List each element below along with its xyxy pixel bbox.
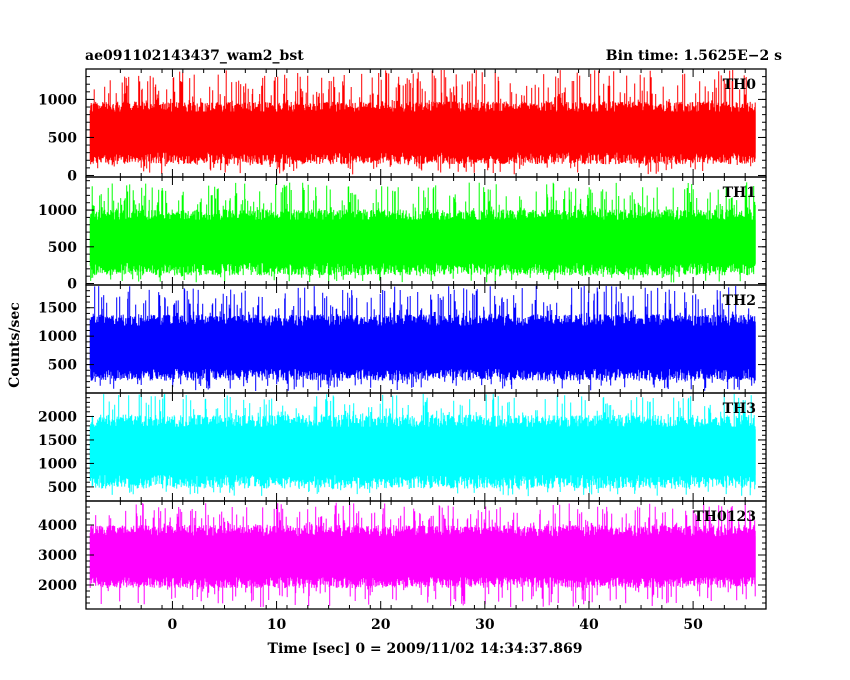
y-tick-label: 1500 [38,301,77,317]
panel-th1: 0 500 1000 TH1 [38,176,767,293]
x-axis-label: Time [sec] 0 = 2009/11/02 14:34:37.869 [268,641,583,657]
y-tick-label: 1000 [38,456,77,472]
panel-label-th1: TH1 [723,185,756,201]
y-tick-label: 2000 [38,409,77,425]
chart-title: ae091102143437_wam2_bst [85,48,304,64]
bin-time-label: Bin time: 1.5625E−2 s [606,48,782,64]
y-tick-label: 4000 [38,518,77,534]
x-tick-label: 50 [683,617,703,633]
y-tick-label: 500 [48,240,77,256]
y-tick-label: 500 [48,358,77,374]
y-tick-label: 1500 [38,433,77,449]
y-axis-label: Counts/sec [7,302,23,388]
y-tick-label: 500 [48,480,77,496]
series-core-th1 [90,219,756,263]
x-tick-label: 10 [267,617,287,633]
y-tick-label: 2000 [38,578,77,594]
panel-th3: 500 1000 1500 2000 TH3 [38,392,767,502]
series-core-th3 [90,426,756,476]
panel-th0123: 2000 3000 4000 TH0123 [38,500,767,610]
panel-th2: 500 1000 1500 TH2 [38,284,767,394]
series-core-th0 [90,111,756,153]
y-tick-label: 0 [67,168,77,184]
panel-th0: 0 500 1000 TH0 [38,68,767,184]
x-tick-label: 0 [168,617,178,633]
x-tick-label: 30 [475,617,495,633]
panel-label-th0: TH0 [723,77,757,93]
y-tick-label: 3000 [38,548,77,564]
y-tick-label: 500 [48,130,77,146]
panel-label-th3: TH3 [723,401,756,417]
y-tick-label: 1000 [38,329,77,345]
x-tick-label: 20 [371,617,391,633]
y-tick-label: 0 [67,277,77,293]
y-tick-label: 1000 [38,203,77,219]
panel-label-th2: TH2 [723,293,756,309]
series-core-th2 [90,325,756,370]
y-tick-label: 1000 [38,92,77,108]
x-tick-label: 40 [579,617,599,633]
panel-label-th0123: TH0123 [693,509,756,525]
series-core-th0123 [90,536,756,578]
